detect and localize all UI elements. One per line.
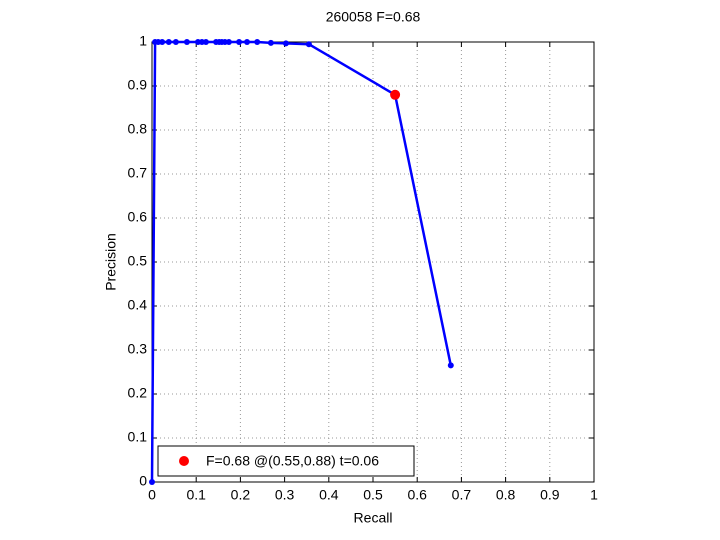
data-point	[183, 39, 190, 45]
y-axis-label: Precision	[103, 233, 119, 291]
data-point	[202, 39, 209, 45]
data-point	[447, 362, 454, 369]
x-tick-label: 1	[590, 487, 598, 503]
data-point	[165, 39, 172, 45]
y-tick-label: 0.2	[128, 385, 148, 401]
x-tick-label: 0.7	[452, 487, 472, 503]
y-tick-label: 0.9	[128, 77, 148, 93]
legend-box	[157, 445, 415, 477]
y-tick-label: 0.7	[128, 165, 148, 181]
data-point	[244, 39, 251, 45]
x-tick-label: 0.9	[540, 487, 560, 503]
x-tick-label: 0.8	[496, 487, 516, 503]
data-point	[254, 39, 261, 45]
data-point	[149, 479, 155, 485]
legend: F=0.68 @(0.55,0.88) t=0.06	[157, 445, 415, 477]
data-point	[305, 41, 312, 48]
plot-frame	[151, 41, 595, 483]
y-tick-label: 0.6	[128, 209, 148, 225]
y-tick-label: 0.4	[128, 297, 148, 313]
data-point	[236, 39, 243, 45]
y-tick-label: 1	[139, 33, 147, 49]
x-tick-label: 0.3	[275, 487, 295, 503]
x-tick-label: 0.6	[407, 487, 427, 503]
y-tick-label: 0.8	[128, 121, 148, 137]
x-axis-label: Recall	[354, 510, 393, 526]
data-point	[282, 40, 289, 47]
legend-label: F=0.68 @(0.55,0.88) t=0.06	[206, 453, 379, 469]
y-tick-label: 0	[139, 473, 147, 489]
x-tick-label: 0.2	[231, 487, 251, 503]
x-tick-label: 0.5	[363, 487, 383, 503]
data-point	[267, 39, 274, 46]
y-tick-label: 0.1	[128, 429, 148, 445]
chart-title: 260058 F=0.68	[326, 9, 421, 25]
y-tick-label: 0.3	[128, 341, 148, 357]
x-tick-label: 0.4	[319, 487, 339, 503]
data-point	[172, 39, 179, 45]
data-point	[390, 89, 401, 100]
x-tick-label: 0	[148, 487, 156, 503]
data-point	[225, 39, 232, 45]
data-point	[159, 39, 166, 45]
y-tick-label: 0.5	[128, 253, 148, 269]
x-tick-label: 0.1	[186, 487, 206, 503]
legend-marker	[179, 456, 189, 466]
